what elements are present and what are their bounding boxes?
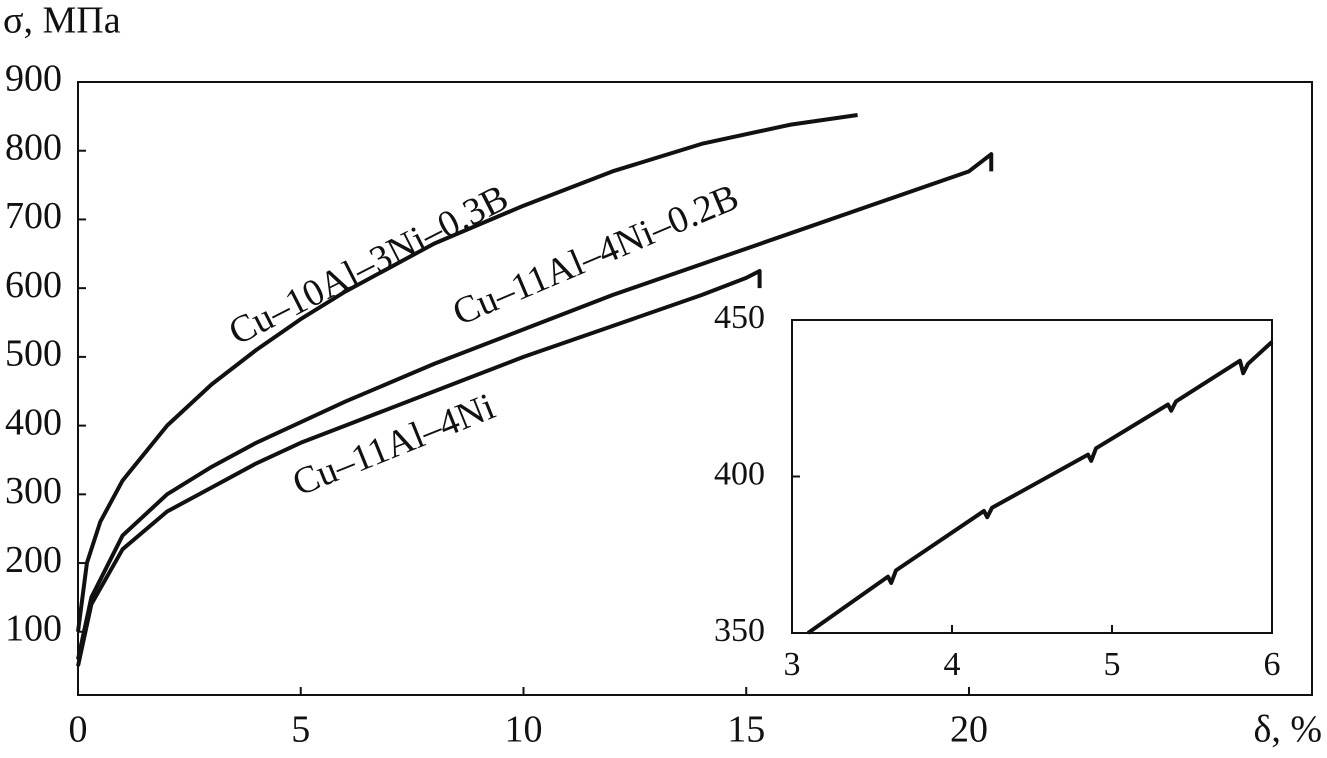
y-tick-label: 500 [5, 333, 62, 375]
data-line [76, 152, 994, 660]
x-tick-label: 5 [291, 709, 310, 751]
x-tick-label: 5 [1104, 646, 1121, 683]
x-tick-label: 4 [944, 646, 961, 683]
y-tick-label: 100 [5, 607, 62, 649]
y-tick-label: 200 [5, 539, 62, 581]
y-tick-label: 300 [5, 470, 62, 512]
x-tick-label: 6 [1264, 646, 1281, 683]
y-tick-label: 800 [5, 126, 62, 168]
y-tick-label: 400 [5, 401, 62, 443]
x-tick-label: 15 [727, 709, 765, 751]
y-tick-label: 900 [5, 58, 62, 100]
y-tick-label: 400 [714, 455, 765, 492]
series-label: Cu–11Al–4Ni [287, 385, 501, 504]
x-tick-label: 10 [504, 709, 542, 751]
x-tick-label: 0 [69, 709, 88, 751]
y-tick-label: 700 [5, 195, 62, 237]
x-tick-label: 3 [784, 646, 801, 683]
y-tick-label: 600 [5, 264, 62, 306]
y-axis-label: σ, МПа [3, 0, 121, 42]
x-axis-label: δ, % [1253, 709, 1322, 751]
data-line [76, 113, 858, 633]
data-line [806, 340, 1274, 635]
y-tick-label: 350 [714, 612, 765, 649]
x-tick-label: 20 [950, 709, 988, 751]
plot-frame [791, 319, 1273, 634]
data-line [76, 268, 762, 667]
y-tick-label: 450 [714, 299, 765, 336]
plot-frame [77, 81, 1313, 696]
